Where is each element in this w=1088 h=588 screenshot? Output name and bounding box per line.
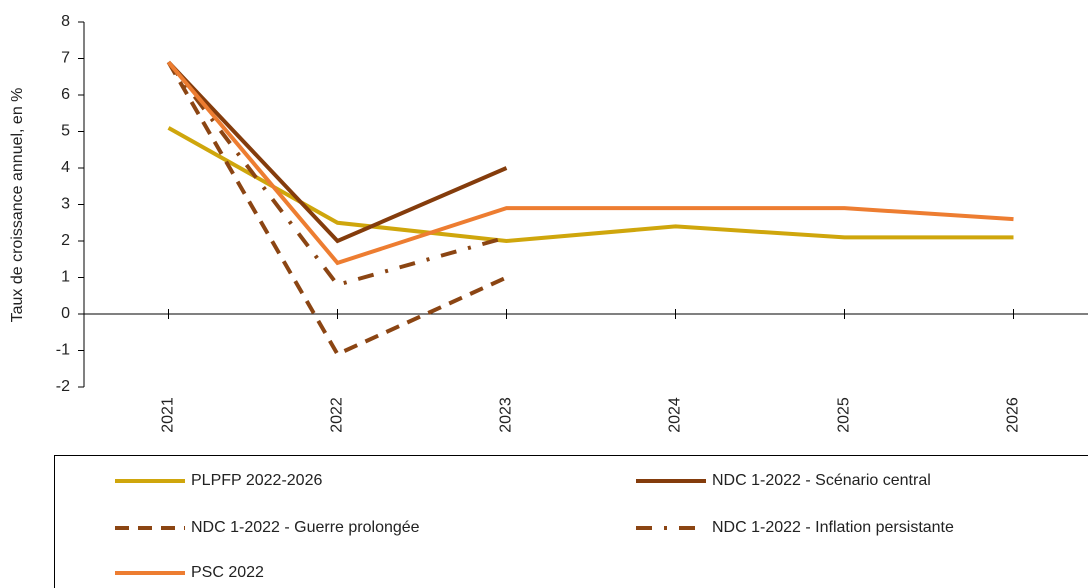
y-tick-label: 0 [61,305,70,322]
y-tick-label: -2 [56,378,70,395]
y-tick-label: 6 [61,86,70,103]
y-tick-label: -1 [56,342,70,359]
series-line [167,60,508,244]
legend-label: NDC 1-2022 - Scénario central [712,472,931,489]
x-tick-label: 2024 [667,397,684,433]
legend-label: NDC 1-2022 - Inflation persistante [712,519,954,536]
legend-label: PSC 2022 [191,564,264,581]
legend-label: PLPFP 2022-2026 [191,472,322,489]
x-tick-label: 2021 [160,397,177,433]
y-tick-label: 1 [61,269,70,286]
legend-box [54,455,1088,588]
y-tick-label: 5 [61,123,70,140]
x-tick-label: 2026 [1005,397,1022,433]
x-tick-label: 2025 [836,397,853,433]
series-line [166,60,508,288]
x-tick-label: 2023 [498,397,515,433]
y-tick-label: 2 [61,232,70,249]
y-tick-label: 4 [61,159,70,176]
x-tick-label: 2022 [329,397,346,433]
legend-label: NDC 1-2022 - Guerre prolongée [191,519,420,536]
series-line [166,60,1014,266]
y-tick-label: 8 [61,13,70,30]
y-tick-label: 7 [61,50,70,67]
series-line [166,61,508,357]
y-tick-label: 3 [61,196,70,213]
y-axis-label: Taux de croissance annuel, en % [9,88,26,323]
series-line [167,126,1014,244]
